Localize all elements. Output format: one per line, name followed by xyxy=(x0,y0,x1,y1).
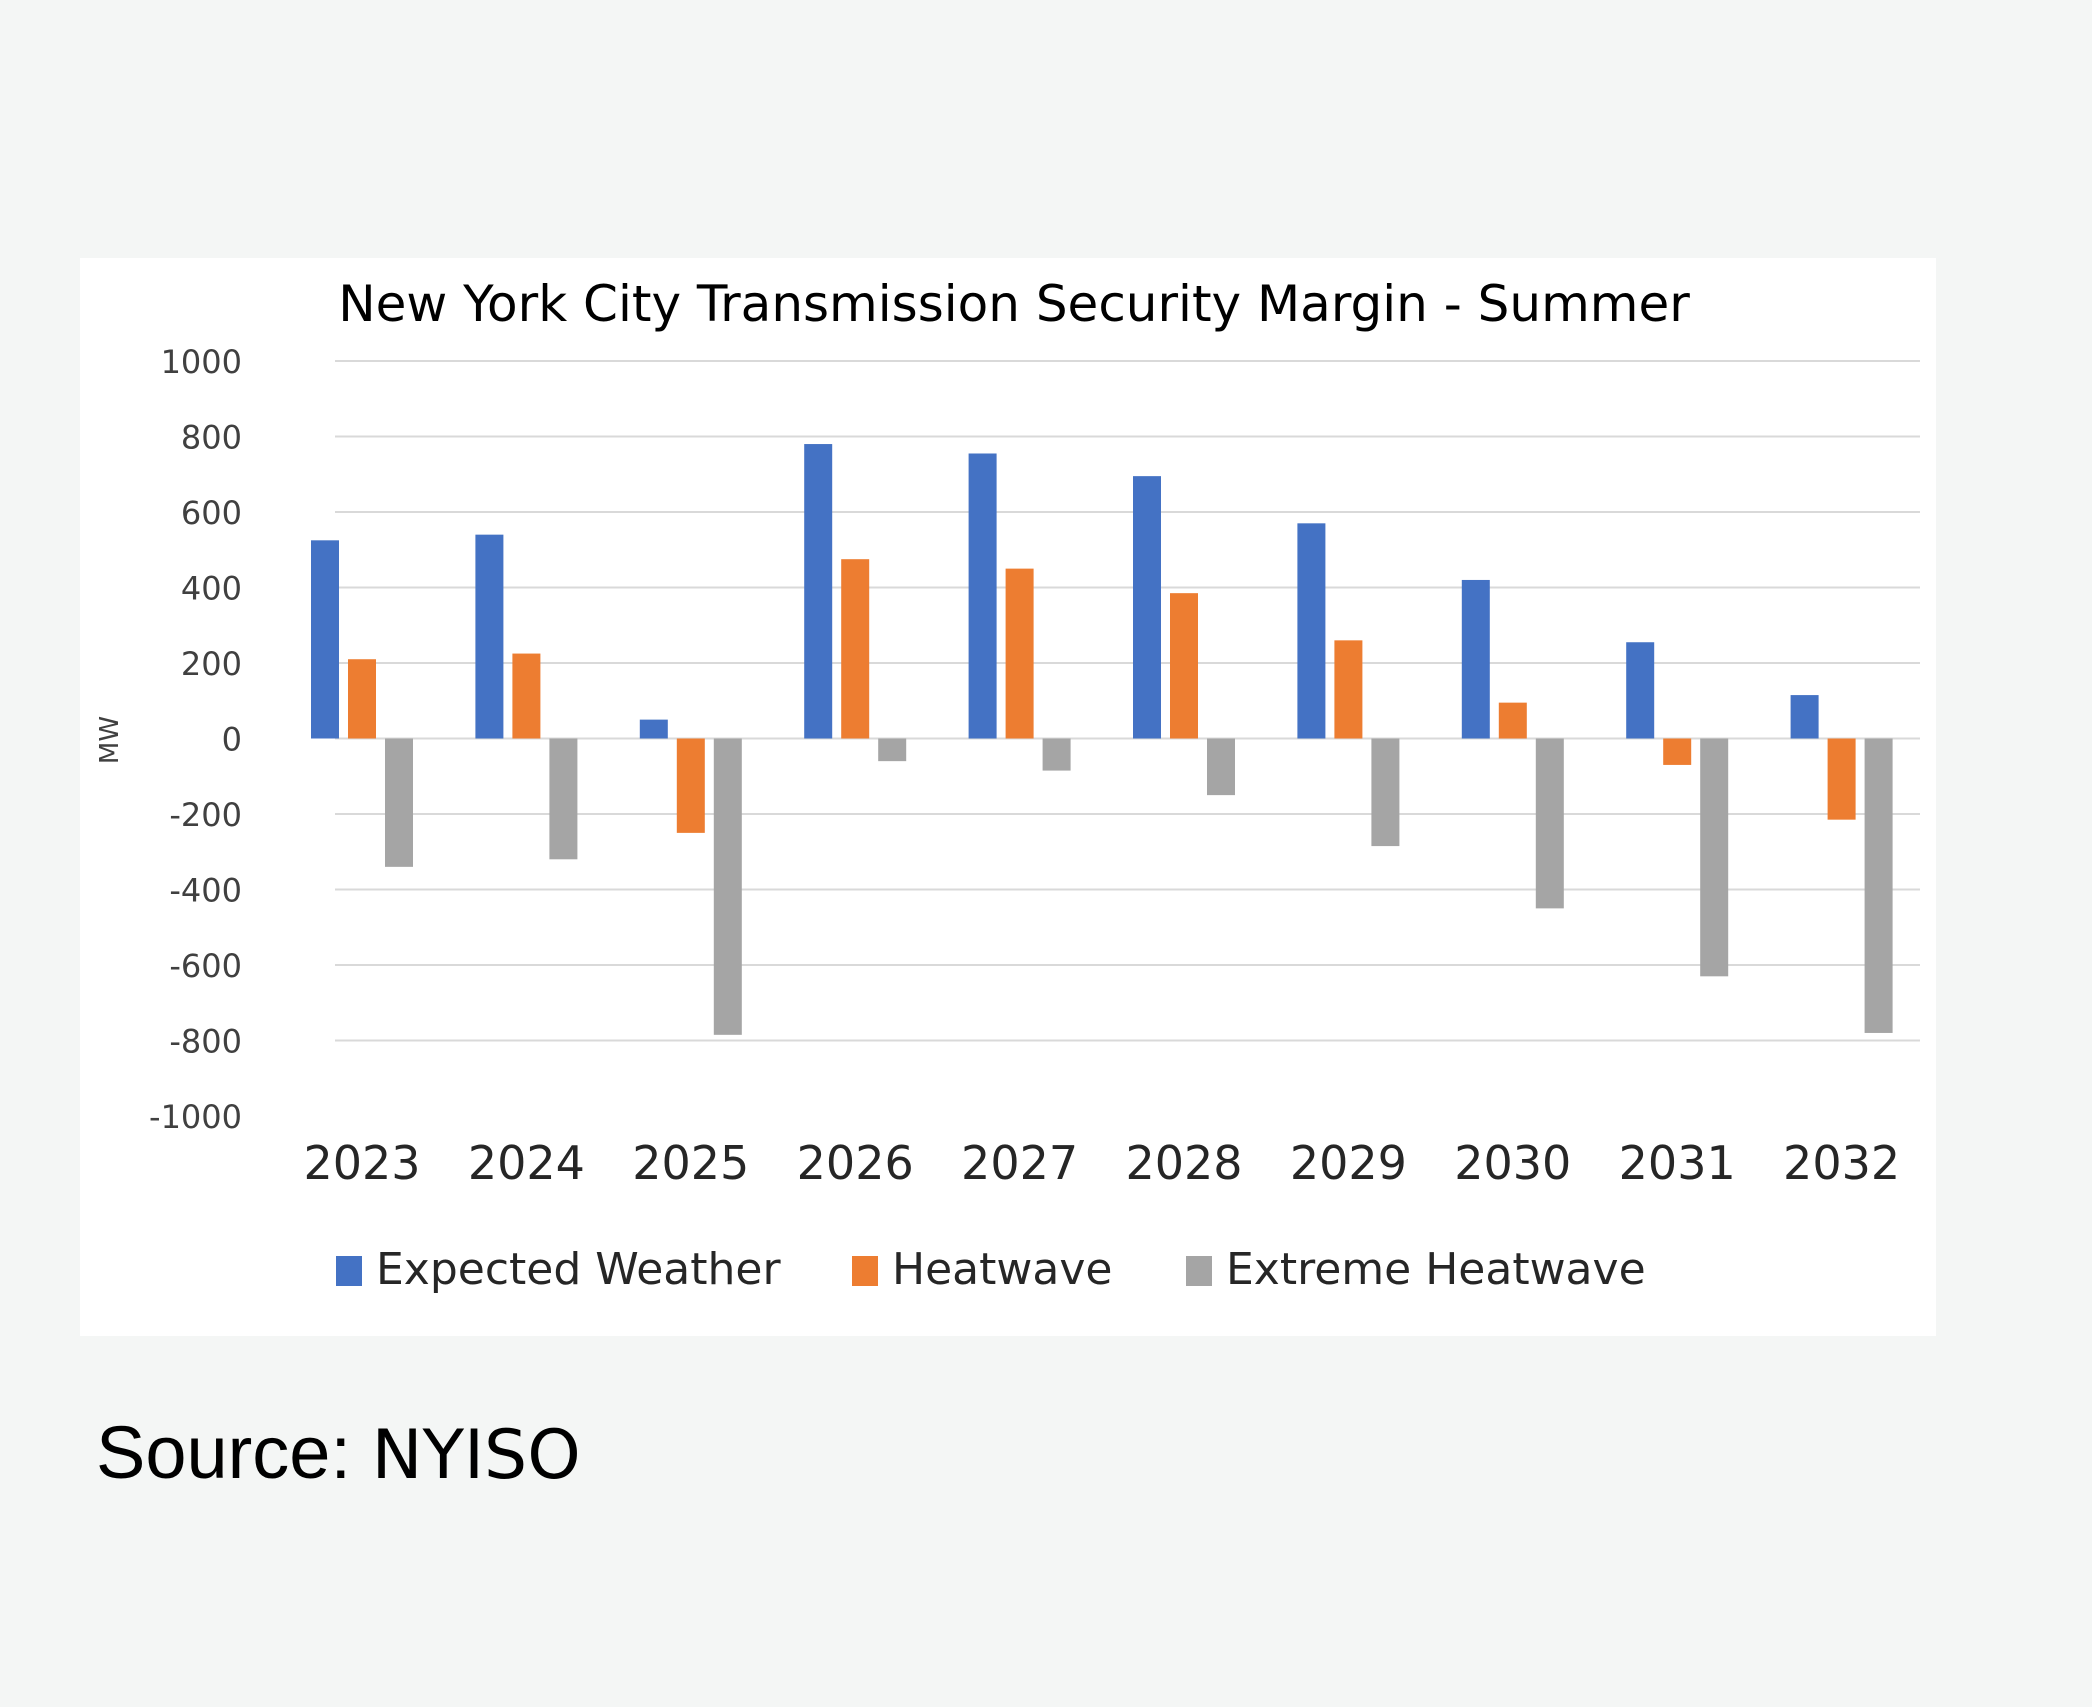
x-tick-label: 2032 xyxy=(1783,1136,1900,1190)
legend-label: Extreme Heatwave xyxy=(1226,1244,1646,1295)
y-tick-label: 800 xyxy=(181,419,242,457)
source-caption: Source: NYISO xyxy=(96,1410,581,1495)
bar-extreme-heatwave-2026 xyxy=(878,738,907,762)
y-axis-ticks: 1000 800 600 400 200 0 -200 -400 -600 -800 -1000 xyxy=(149,343,242,1136)
bar-extreme-heatwave-2028 xyxy=(1207,738,1235,796)
bar-heatwave-2023 xyxy=(348,659,376,739)
bar-extreme-heatwave-2030 xyxy=(1535,738,1564,909)
bar-extreme-heatwave-2025 xyxy=(713,738,742,1035)
bar-heatwave-2028 xyxy=(1170,593,1198,739)
legend: Expected Weather Heatwave Extreme Heatwave xyxy=(336,1244,1646,1295)
y-tick-label: 200 xyxy=(181,645,242,683)
bar-heatwave-2024 xyxy=(512,653,541,739)
legend-swatch xyxy=(1186,1256,1212,1286)
legend-item: Heatwave xyxy=(852,1244,1112,1295)
chart-panel: 1000 800 600 400 200 0 -200 -400 -600 -800 -1000 2… xyxy=(80,258,1936,1336)
y-tick-label: -400 xyxy=(169,872,242,910)
bar-heatwave-2032 xyxy=(1827,738,1856,820)
bar-heatwave-2026 xyxy=(841,559,870,739)
bar-expected-weather-2027 xyxy=(968,453,997,739)
source-label: Source: xyxy=(96,1411,352,1494)
y-tick-label: 400 xyxy=(181,570,242,608)
y-tick-label: 0 xyxy=(222,721,242,759)
bar-expected-weather-2028 xyxy=(1133,476,1161,739)
legend-swatch xyxy=(336,1256,362,1286)
x-tick-label: 2023 xyxy=(303,1136,420,1190)
bar-heatwave-2031 xyxy=(1663,738,1692,765)
bar-expected-weather-2030 xyxy=(1461,579,1490,739)
bar-extreme-heatwave-2029 xyxy=(1371,738,1400,847)
bar-expected-weather-2032 xyxy=(1790,695,1819,739)
x-tick-label: 2028 xyxy=(1125,1136,1242,1190)
x-tick-label: 2027 xyxy=(961,1136,1078,1190)
x-tick-label: 2030 xyxy=(1454,1136,1571,1190)
x-tick-label: 2031 xyxy=(1619,1136,1736,1190)
y-tick-label: -200 xyxy=(169,796,242,834)
bar-extreme-heatwave-2023 xyxy=(385,738,413,867)
legend-item: Extreme Heatwave xyxy=(1186,1244,1646,1295)
gridlines xyxy=(335,360,1920,1042)
source-value: NYISO xyxy=(371,1416,581,1495)
bar-expected-weather-2024 xyxy=(475,534,504,739)
x-axis-ticks: 2023 2024 2025 2026 2027 2028 2029 2030 2031 2032 xyxy=(303,1136,1900,1190)
y-tick-label: -1000 xyxy=(149,1098,242,1136)
bar-heatwave-2030 xyxy=(1498,702,1527,739)
bar-heatwave-2027 xyxy=(1005,568,1034,739)
bar-expected-weather-2025 xyxy=(639,719,668,739)
bar-extreme-heatwave-2024 xyxy=(549,738,578,860)
bar-extreme-heatwave-2032 xyxy=(1864,738,1893,1033)
x-tick-label: 2024 xyxy=(468,1136,585,1190)
legend-swatch xyxy=(852,1256,878,1286)
bar-expected-weather-2026 xyxy=(804,444,833,739)
y-tick-label: 1000 xyxy=(161,343,242,381)
y-tick-label: -600 xyxy=(169,947,242,985)
bar-heatwave-2025 xyxy=(676,738,705,833)
chart-title: New York City Transmission Security Marg… xyxy=(338,275,1690,333)
legend-label: Heatwave xyxy=(892,1244,1112,1295)
y-axis-label: MW xyxy=(95,716,125,764)
bar-expected-weather-2023 xyxy=(311,540,339,739)
bar-extreme-heatwave-2031 xyxy=(1700,738,1729,977)
legend-item: Expected Weather xyxy=(336,1244,781,1295)
legend-label: Expected Weather xyxy=(376,1244,781,1295)
x-tick-label: 2025 xyxy=(632,1136,749,1190)
bar-heatwave-2029 xyxy=(1334,640,1363,739)
y-tick-label: -800 xyxy=(169,1023,242,1061)
y-tick-label: 600 xyxy=(181,494,242,532)
x-tick-label: 2029 xyxy=(1290,1136,1407,1190)
x-tick-label: 2026 xyxy=(797,1136,914,1190)
bar-extreme-heatwave-2027 xyxy=(1042,738,1071,771)
bars xyxy=(311,444,1893,1035)
bar-expected-weather-2029 xyxy=(1297,523,1326,739)
bar-expected-weather-2031 xyxy=(1626,642,1655,739)
bar-chart: 1000 800 600 400 200 0 -200 -400 -600 -800 -1000 2… xyxy=(95,275,1920,1295)
